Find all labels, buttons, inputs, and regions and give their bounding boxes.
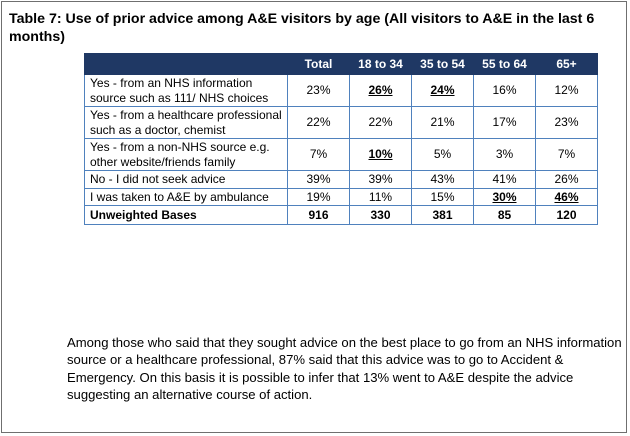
- note-paragraph: Among those who said that they sought ad…: [67, 335, 622, 402]
- row-label: I was taken to A&E by ambulance: [84, 187, 288, 206]
- row-label: Unweighted Bases: [84, 205, 288, 225]
- header-35-to-54: 35 to 54: [411, 53, 474, 75]
- cell: 26%: [535, 170, 598, 189]
- table-row: I was taken to A&E by ambulance 19% 11% …: [84, 187, 598, 206]
- base-cell: 916: [287, 205, 350, 225]
- table-row: Yes - from a non-NHS source e.g. other w…: [84, 138, 598, 171]
- cell-significant: 26%: [349, 74, 412, 107]
- cell: 23%: [287, 74, 350, 107]
- cell-significant: 46%: [535, 187, 598, 206]
- base-cell: 120: [535, 205, 598, 225]
- cell-significant: 30%: [473, 187, 536, 206]
- cell: 3%: [473, 138, 536, 171]
- header-row: Total 18 to 34 35 to 54 55 to 64 65+: [84, 53, 598, 75]
- table-row: Yes - from an NHS information source suc…: [84, 74, 598, 107]
- cell-significant: 24%: [411, 74, 474, 107]
- cell: 7%: [535, 138, 598, 171]
- cell: 5%: [411, 138, 474, 171]
- cell: 21%: [411, 106, 474, 139]
- base-cell: 330: [349, 205, 412, 225]
- base-cell: 381: [411, 205, 474, 225]
- cell: 22%: [349, 106, 412, 139]
- cell: 17%: [473, 106, 536, 139]
- row-label: Yes - from an NHS information source suc…: [84, 74, 288, 107]
- cell: 7%: [287, 138, 350, 171]
- advice-by-age-table: Total 18 to 34 35 to 54 55 to 64 65+ Yes…: [84, 53, 598, 225]
- header-blank: [84, 53, 288, 75]
- header-18-to-34: 18 to 34: [349, 53, 412, 75]
- table-row: No - I did not seek advice 39% 39% 43% 4…: [84, 170, 598, 189]
- table-caption: Table 7: Use of prior advice among A&E v…: [9, 11, 595, 45]
- cell: 23%: [535, 106, 598, 139]
- header-65-plus: 65+: [535, 53, 598, 75]
- header-total: Total: [287, 53, 350, 75]
- cell: 16%: [473, 74, 536, 107]
- cell: 39%: [349, 170, 412, 189]
- cell: 43%: [411, 170, 474, 189]
- header-55-to-64: 55 to 64: [473, 53, 536, 75]
- cell: 19%: [287, 187, 350, 206]
- row-label: Yes - from a non-NHS source e.g. other w…: [84, 138, 288, 171]
- cell: 15%: [411, 187, 474, 206]
- cell: 39%: [287, 170, 350, 189]
- row-label: Yes - from a healthcare professional suc…: [84, 106, 288, 139]
- cell: 12%: [535, 74, 598, 107]
- cell: 11%: [349, 187, 412, 206]
- cell: 41%: [473, 170, 536, 189]
- cell: 22%: [287, 106, 350, 139]
- cell-significant: 10%: [349, 138, 412, 171]
- unweighted-bases-row: Unweighted Bases 916 330 381 85 120: [84, 205, 598, 225]
- base-cell: 85: [473, 205, 536, 225]
- row-label: No - I did not seek advice: [84, 170, 288, 189]
- table-row: Yes - from a healthcare professional suc…: [84, 106, 598, 139]
